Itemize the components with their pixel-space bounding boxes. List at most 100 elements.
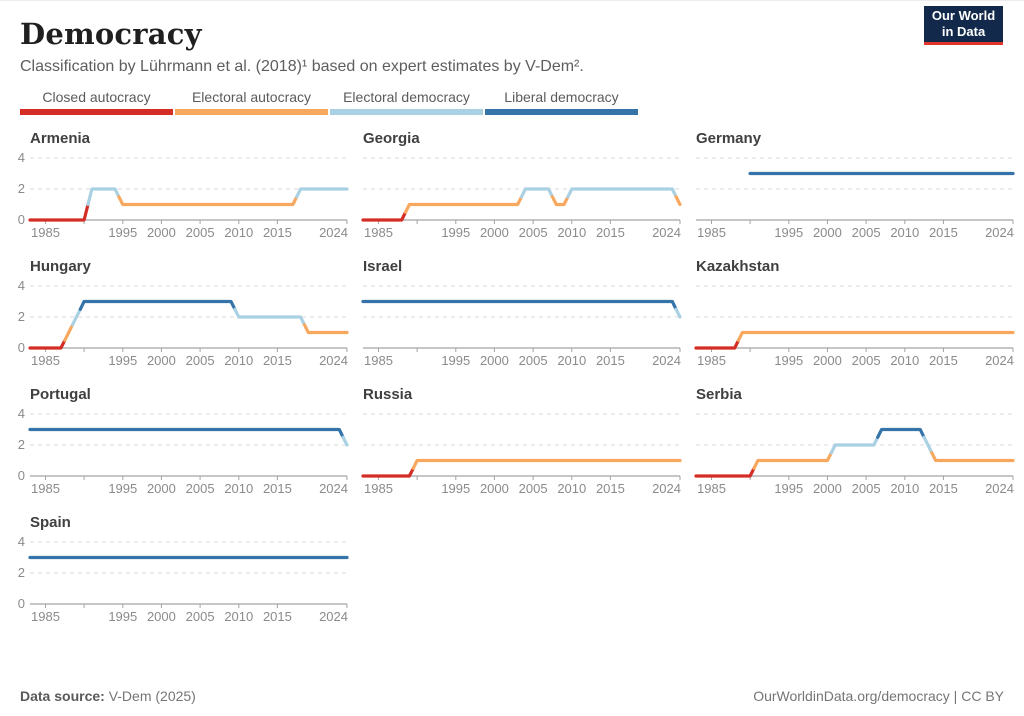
svg-text:2010: 2010 <box>890 225 919 240</box>
svg-text:2010: 2010 <box>557 225 586 240</box>
owid-logo-line2: in Data <box>941 24 986 39</box>
legend-item-electoral-autocracy: Electoral autocracy <box>175 89 328 115</box>
country-line-chart: 1985 1995 2000 2005 2010 2015 2024 <box>28 413 349 496</box>
country-title: Serbia <box>696 386 742 403</box>
svg-text:2024: 2024 <box>319 481 348 496</box>
country-title: Portugal <box>30 386 91 403</box>
country-line-chart: 1985 1995 2000 2005 2010 2015 2024 <box>361 157 682 240</box>
svg-text:2000: 2000 <box>813 353 842 368</box>
data-source-value: V-Dem (2025) <box>104 688 196 704</box>
svg-text:2005: 2005 <box>186 609 215 624</box>
svg-text:1985: 1985 <box>364 225 393 240</box>
y-axis-labels: 4 2 0 <box>10 406 30 496</box>
svg-text:2005: 2005 <box>186 353 215 368</box>
svg-text:2024: 2024 <box>652 353 681 368</box>
svg-text:2000: 2000 <box>147 481 176 496</box>
svg-text:1985: 1985 <box>31 481 60 496</box>
svg-text:2010: 2010 <box>224 481 253 496</box>
country-line-chart: 1985 1995 2000 2005 2010 2015 2024 <box>696 157 1015 240</box>
svg-text:1985: 1985 <box>697 225 726 240</box>
svg-text:2010: 2010 <box>890 353 919 368</box>
y-tick-label: 4 <box>17 406 25 421</box>
svg-text:2015: 2015 <box>929 481 958 496</box>
chart-footer: Data source: V-Dem (2025) OurWorldinData… <box>0 688 1024 704</box>
y-tick-label: 0 <box>17 596 25 611</box>
credit-license: | CC BY <box>949 688 1004 704</box>
svg-text:2024: 2024 <box>319 353 348 368</box>
svg-text:2000: 2000 <box>813 225 842 240</box>
y-tick-label: 2 <box>17 565 25 580</box>
facet-grid: Armenia 4 2 0 1985 1995 2000 2005 2010 2015 2024 … <box>10 130 1015 624</box>
svg-text:2005: 2005 <box>519 481 548 496</box>
country-title: Armenia <box>30 130 91 147</box>
svg-text:2015: 2015 <box>263 225 292 240</box>
svg-text:2000: 2000 <box>813 481 842 496</box>
country-line-chart: 1985 1995 2000 2005 2010 2015 2024 <box>694 285 1015 368</box>
country-title: Spain <box>30 514 71 531</box>
country-panel: Kazakhstan 1985 1995 2000 2005 2010 2015 2024 <box>694 258 1015 368</box>
legend-item-closed-autocracy: Closed autocracy <box>20 89 173 115</box>
svg-text:1995: 1995 <box>774 353 803 368</box>
legend-label: Electoral autocracy <box>191 89 312 105</box>
svg-text:2010: 2010 <box>224 225 253 240</box>
svg-text:1985: 1985 <box>364 481 393 496</box>
svg-text:2005: 2005 <box>519 225 548 240</box>
svg-text:2015: 2015 <box>596 353 625 368</box>
svg-text:2010: 2010 <box>224 609 253 624</box>
svg-text:2000: 2000 <box>147 225 176 240</box>
legend: Closed autocracy Electoral autocracy Ele… <box>20 89 1024 115</box>
y-axis-labels: 4 2 0 <box>10 278 30 368</box>
country-panel: Armenia 4 2 0 1985 1995 2000 2005 2010 2015 2024 <box>10 130 349 240</box>
svg-text:2015: 2015 <box>596 481 625 496</box>
y-axis-labels: 4 2 0 <box>10 150 30 240</box>
svg-text:2015: 2015 <box>263 481 292 496</box>
svg-text:2000: 2000 <box>147 609 176 624</box>
legend-swatch-darkblue <box>485 109 638 115</box>
svg-text:1985: 1985 <box>697 481 726 496</box>
svg-text:2015: 2015 <box>596 225 625 240</box>
svg-text:2000: 2000 <box>147 353 176 368</box>
legend-label: Liberal democracy <box>504 89 619 105</box>
svg-text:2000: 2000 <box>480 481 509 496</box>
svg-text:2005: 2005 <box>852 353 881 368</box>
svg-text:2024: 2024 <box>319 609 348 624</box>
legend-label: Closed autocracy <box>42 89 151 105</box>
legend-swatch-red <box>20 109 173 115</box>
svg-text:2024: 2024 <box>985 225 1014 240</box>
y-tick-label: 4 <box>17 150 25 165</box>
country-panel: Spain 4 2 0 1985 1995 2000 2005 2010 2015 2024 <box>10 514 349 624</box>
country-title: Germany <box>696 130 762 147</box>
svg-text:2015: 2015 <box>263 609 292 624</box>
svg-text:2024: 2024 <box>652 481 681 496</box>
svg-text:1995: 1995 <box>108 225 137 240</box>
y-tick-label: 4 <box>17 278 25 293</box>
country-panel: Portugal 4 2 0 1985 1995 2000 2005 2010 2015 2024 <box>10 386 349 496</box>
credit-link[interactable]: OurWorldinData.org/democracy <box>753 688 950 704</box>
legend-swatch-orange <box>175 109 328 115</box>
svg-text:2010: 2010 <box>557 481 586 496</box>
y-axis-labels: 4 2 0 <box>10 534 30 624</box>
country-title: Israel <box>363 258 403 275</box>
country-panel: Russia 1985 1995 2000 2005 2010 2015 2024 <box>361 386 682 496</box>
owid-logo: Our World in Data <box>924 6 1003 45</box>
y-tick-label: 4 <box>17 534 25 549</box>
legend-label: Electoral democracy <box>343 89 470 105</box>
country-line-chart: 1985 1995 2000 2005 2010 2015 2024 <box>361 285 682 368</box>
svg-text:1995: 1995 <box>441 225 470 240</box>
svg-text:1985: 1985 <box>364 353 393 368</box>
svg-text:1995: 1995 <box>441 353 470 368</box>
chart-header: Democracy Classification by Lührmann et … <box>0 1 1024 76</box>
svg-text:2010: 2010 <box>224 353 253 368</box>
svg-text:1985: 1985 <box>31 609 60 624</box>
svg-text:2005: 2005 <box>186 225 215 240</box>
svg-text:2000: 2000 <box>480 353 509 368</box>
svg-text:2005: 2005 <box>852 481 881 496</box>
svg-text:2024: 2024 <box>652 225 681 240</box>
svg-text:2024: 2024 <box>985 481 1014 496</box>
svg-text:2010: 2010 <box>890 481 919 496</box>
svg-text:2005: 2005 <box>852 225 881 240</box>
svg-text:1985: 1985 <box>31 225 60 240</box>
country-title: Kazakhstan <box>696 258 780 275</box>
country-line-chart: 1985 1995 2000 2005 2010 2015 2024 <box>694 413 1015 496</box>
y-tick-label: 0 <box>17 212 25 227</box>
